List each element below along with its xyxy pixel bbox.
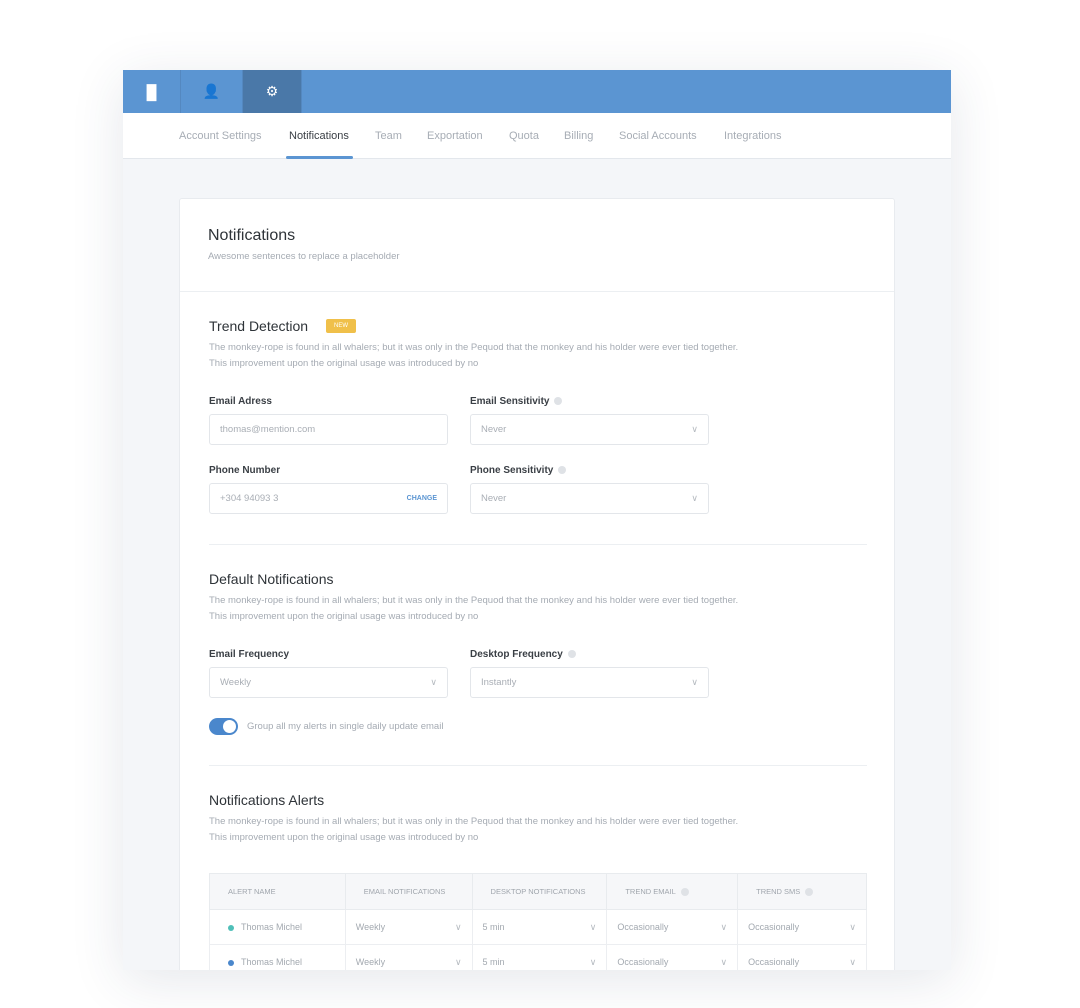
- tab-account-settings[interactable]: Account Settings: [179, 130, 262, 142]
- info-icon: [805, 888, 814, 896]
- alert-name-cell: Thomas Michel: [209, 909, 346, 945]
- notifications-card: Notifications Awesome sentences to repla…: [179, 198, 895, 970]
- alert-name-cell: Thomas Michel: [209, 944, 346, 970]
- select-value: Never: [481, 424, 507, 435]
- info-icon: [680, 888, 689, 896]
- email-select[interactable]: Weekly ∨: [344, 909, 473, 945]
- status-dot: [228, 924, 234, 931]
- change-button[interactable]: CHANGE: [406, 495, 437, 502]
- trend-email-select[interactable]: Occasionally ∨: [606, 944, 739, 970]
- desktop-frequency-label: Desktop Frequency: [470, 649, 576, 660]
- email-select[interactable]: Weekly ∨: [344, 944, 473, 970]
- chevron-down-icon: ∨: [589, 921, 597, 932]
- chevron-down-icon: ∨: [430, 677, 437, 687]
- desktop-select[interactable]: 5 min ∨: [471, 944, 608, 970]
- col-trend-email: TREND EMAIL: [606, 873, 739, 910]
- email-sensitivity-select[interactable]: Never ∨: [470, 414, 709, 445]
- chevron-down-icon: ∨: [454, 921, 462, 932]
- phone-label: Phone Number: [209, 465, 281, 476]
- divider: [180, 291, 894, 292]
- gear-icon[interactable]: ⚙: [243, 70, 302, 113]
- app-window: ▐▌ 👤 ⚙ Account Settings Notifications Te…: [123, 70, 951, 970]
- status-dot: [228, 959, 234, 966]
- select-value: Instantly: [481, 677, 517, 688]
- chevron-down-icon: ∨: [454, 956, 462, 967]
- table-row: Thomas Michel Weekly ∨ 5 min ∨ Occasionall…: [209, 944, 867, 970]
- tab-quota[interactable]: Quota: [509, 130, 539, 142]
- col-alert-name: ALERT NAME: [209, 873, 346, 910]
- trend-email-select[interactable]: Occasionally ∨: [606, 909, 739, 945]
- bar-chart-icon[interactable]: ▐▌: [123, 70, 181, 113]
- chevron-down-icon: ∨: [720, 956, 728, 967]
- page-subtitle: Awesome sentences to replace a placehold…: [208, 251, 400, 262]
- tab-integrations[interactable]: Integrations: [724, 130, 782, 142]
- tab-billing[interactable]: Billing: [564, 130, 594, 142]
- group-alerts-toggle[interactable]: [209, 718, 238, 735]
- phone-input[interactable]: +304 94093 3 CHANGE: [209, 483, 448, 514]
- desktop-frequency-select[interactable]: Instantly ∨: [470, 667, 709, 698]
- col-trend-sms: TREND SMS: [737, 873, 867, 910]
- chevron-down-icon: ∨: [589, 956, 597, 967]
- settings-tabs: Account Settings Notifications Team Expo…: [123, 113, 951, 159]
- tab-exportation[interactable]: Exportation: [427, 130, 483, 142]
- chevron-down-icon: ∨: [849, 956, 856, 967]
- trend-detection-title: Trend Detection: [209, 318, 309, 334]
- table-row: Thomas Michel Weekly ∨ 5 min ∨ Occasionall…: [209, 909, 867, 945]
- email-frequency-label: Email Frequency: [209, 649, 290, 660]
- default-notifications-title: Default Notifications: [209, 571, 334, 587]
- trend-sms-select[interactable]: Occasionally ∨: [737, 909, 867, 945]
- default-description: The monkey-rope is found in all whalers;…: [209, 595, 739, 622]
- info-icon: [567, 650, 576, 659]
- email-input[interactable]: thomas@mention.com: [209, 414, 448, 445]
- alerts-table: ALERT NAME EMAIL NOTIFICATIONS DESKTOP N…: [209, 873, 867, 970]
- trend-sms-select[interactable]: Occasionally ∨: [737, 944, 867, 970]
- phone-sensitivity-select[interactable]: Never ∨: [470, 483, 709, 514]
- info-icon: [558, 466, 567, 475]
- trend-description: The monkey-rope is found in all whalers;…: [209, 342, 739, 369]
- page-title: Notifications: [208, 227, 296, 244]
- email-placeholder: thomas@mention.com: [220, 424, 316, 435]
- top-bar: ▐▌ 👤 ⚙: [123, 70, 951, 113]
- email-frequency-select[interactable]: Weekly ∨: [209, 667, 448, 698]
- chevron-down-icon: ∨: [720, 921, 728, 932]
- email-label: Email Adress: [209, 396, 272, 407]
- tab-team[interactable]: Team: [375, 130, 402, 142]
- divider: [209, 544, 867, 545]
- chevron-down-icon: ∨: [849, 921, 856, 932]
- active-tab-indicator: [286, 156, 353, 159]
- select-value: Weekly: [220, 677, 251, 688]
- chevron-down-icon: ∨: [691, 677, 698, 687]
- phone-value: +304 94093 3: [220, 493, 279, 504]
- col-email-notifications: EMAIL NOTIFICATIONS: [344, 873, 473, 910]
- users-icon[interactable]: 👤: [181, 70, 243, 113]
- chevron-down-icon: ∨: [691, 424, 698, 434]
- info-icon: [554, 397, 563, 406]
- divider: [209, 765, 867, 766]
- notifications-alerts-title: Notifications Alerts: [209, 792, 325, 808]
- tab-social-accounts[interactable]: Social Accounts: [619, 130, 697, 142]
- new-badge: NEW: [326, 319, 356, 333]
- tab-notifications[interactable]: Notifications: [289, 130, 349, 142]
- table-header: ALERT NAME EMAIL NOTIFICATIONS DESKTOP N…: [209, 873, 867, 910]
- alerts-description: The monkey-rope is found in all whalers;…: [209, 816, 739, 843]
- chevron-down-icon: ∨: [691, 493, 698, 503]
- desktop-select[interactable]: 5 min ∨: [471, 909, 608, 945]
- phone-sensitivity-label: Phone Sensitivity: [470, 465, 567, 476]
- col-desktop-notifications: DESKTOP NOTIFICATIONS: [471, 873, 608, 910]
- email-sensitivity-label: Email Sensitivity: [470, 396, 563, 407]
- toggle-label: Group all my alerts in single daily upda…: [247, 721, 444, 732]
- select-value: Never: [481, 493, 507, 504]
